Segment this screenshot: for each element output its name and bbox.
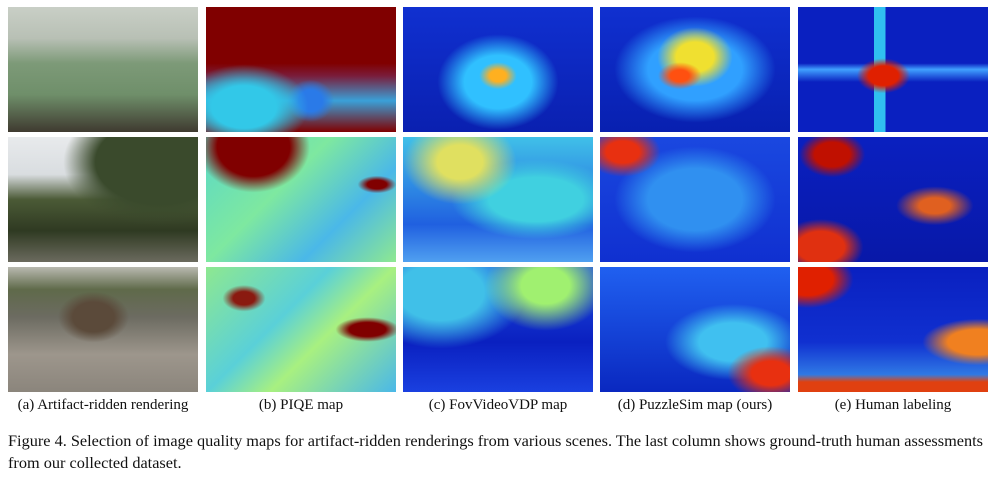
- fovvideovdp-map: [403, 7, 593, 132]
- fovvideovdp-map: [403, 137, 593, 262]
- column-label-b: (b) PIQE map: [258, 397, 344, 413]
- column-label-e: (e) Human labeling: [834, 397, 952, 413]
- fovvideovdp-map: [403, 267, 593, 392]
- piqe-map: [206, 137, 396, 262]
- rendering-image: [8, 7, 198, 132]
- rendering-image: [8, 267, 198, 392]
- puzzlesim-map: [600, 267, 790, 392]
- puzzlesim-map: [600, 7, 790, 132]
- rendering-image: [8, 137, 198, 262]
- human-labeling-map: [798, 267, 988, 392]
- column-label-d: (d) PuzzleSim map (ours): [617, 397, 773, 413]
- piqe-map: [206, 267, 396, 392]
- puzzlesim-map: [600, 137, 790, 262]
- figure-caption: Figure 4. Selection of image quality map…: [8, 431, 983, 472]
- human-labeling-map: [798, 137, 988, 262]
- human-labeling-map: [798, 7, 988, 132]
- piqe-map: [206, 7, 396, 132]
- column-label-a: (a) Artifact-ridden rendering: [17, 397, 189, 413]
- column-label-c: (c) FovVideoVDP map: [428, 397, 568, 413]
